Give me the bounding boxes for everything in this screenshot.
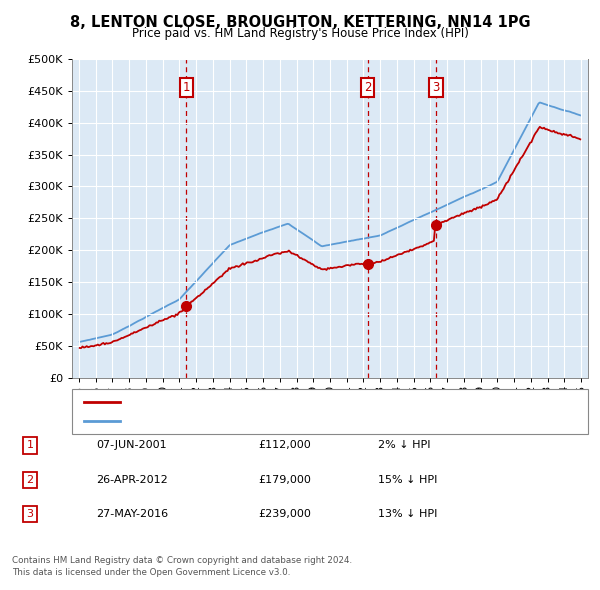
Text: 27-MAY-2016: 27-MAY-2016: [96, 509, 168, 519]
Text: 8, LENTON CLOSE, BROUGHTON, KETTERING, NN14 1PG (detached house): 8, LENTON CLOSE, BROUGHTON, KETTERING, N…: [126, 397, 513, 407]
Text: £239,000: £239,000: [258, 509, 311, 519]
Text: 1: 1: [26, 441, 34, 450]
Text: £112,000: £112,000: [258, 441, 311, 450]
Text: Contains HM Land Registry data © Crown copyright and database right 2024.
This d: Contains HM Land Registry data © Crown c…: [12, 556, 352, 577]
Text: 2% ↓ HPI: 2% ↓ HPI: [378, 441, 431, 450]
Text: 2: 2: [26, 475, 34, 484]
Text: 1: 1: [182, 81, 190, 94]
Text: 26-APR-2012: 26-APR-2012: [96, 475, 168, 484]
Text: 07-JUN-2001: 07-JUN-2001: [96, 441, 167, 450]
Text: 8, LENTON CLOSE, BROUGHTON, KETTERING, NN14 1PG: 8, LENTON CLOSE, BROUGHTON, KETTERING, N…: [70, 15, 530, 30]
Text: 13% ↓ HPI: 13% ↓ HPI: [378, 509, 437, 519]
Text: HPI: Average price, detached house, North Northamptonshire: HPI: Average price, detached house, Nort…: [126, 417, 446, 426]
Text: Price paid vs. HM Land Registry's House Price Index (HPI): Price paid vs. HM Land Registry's House …: [131, 27, 469, 40]
Text: 2: 2: [364, 81, 371, 94]
Text: 3: 3: [26, 509, 34, 519]
Text: 15% ↓ HPI: 15% ↓ HPI: [378, 475, 437, 484]
Text: £179,000: £179,000: [258, 475, 311, 484]
Text: 3: 3: [432, 81, 440, 94]
